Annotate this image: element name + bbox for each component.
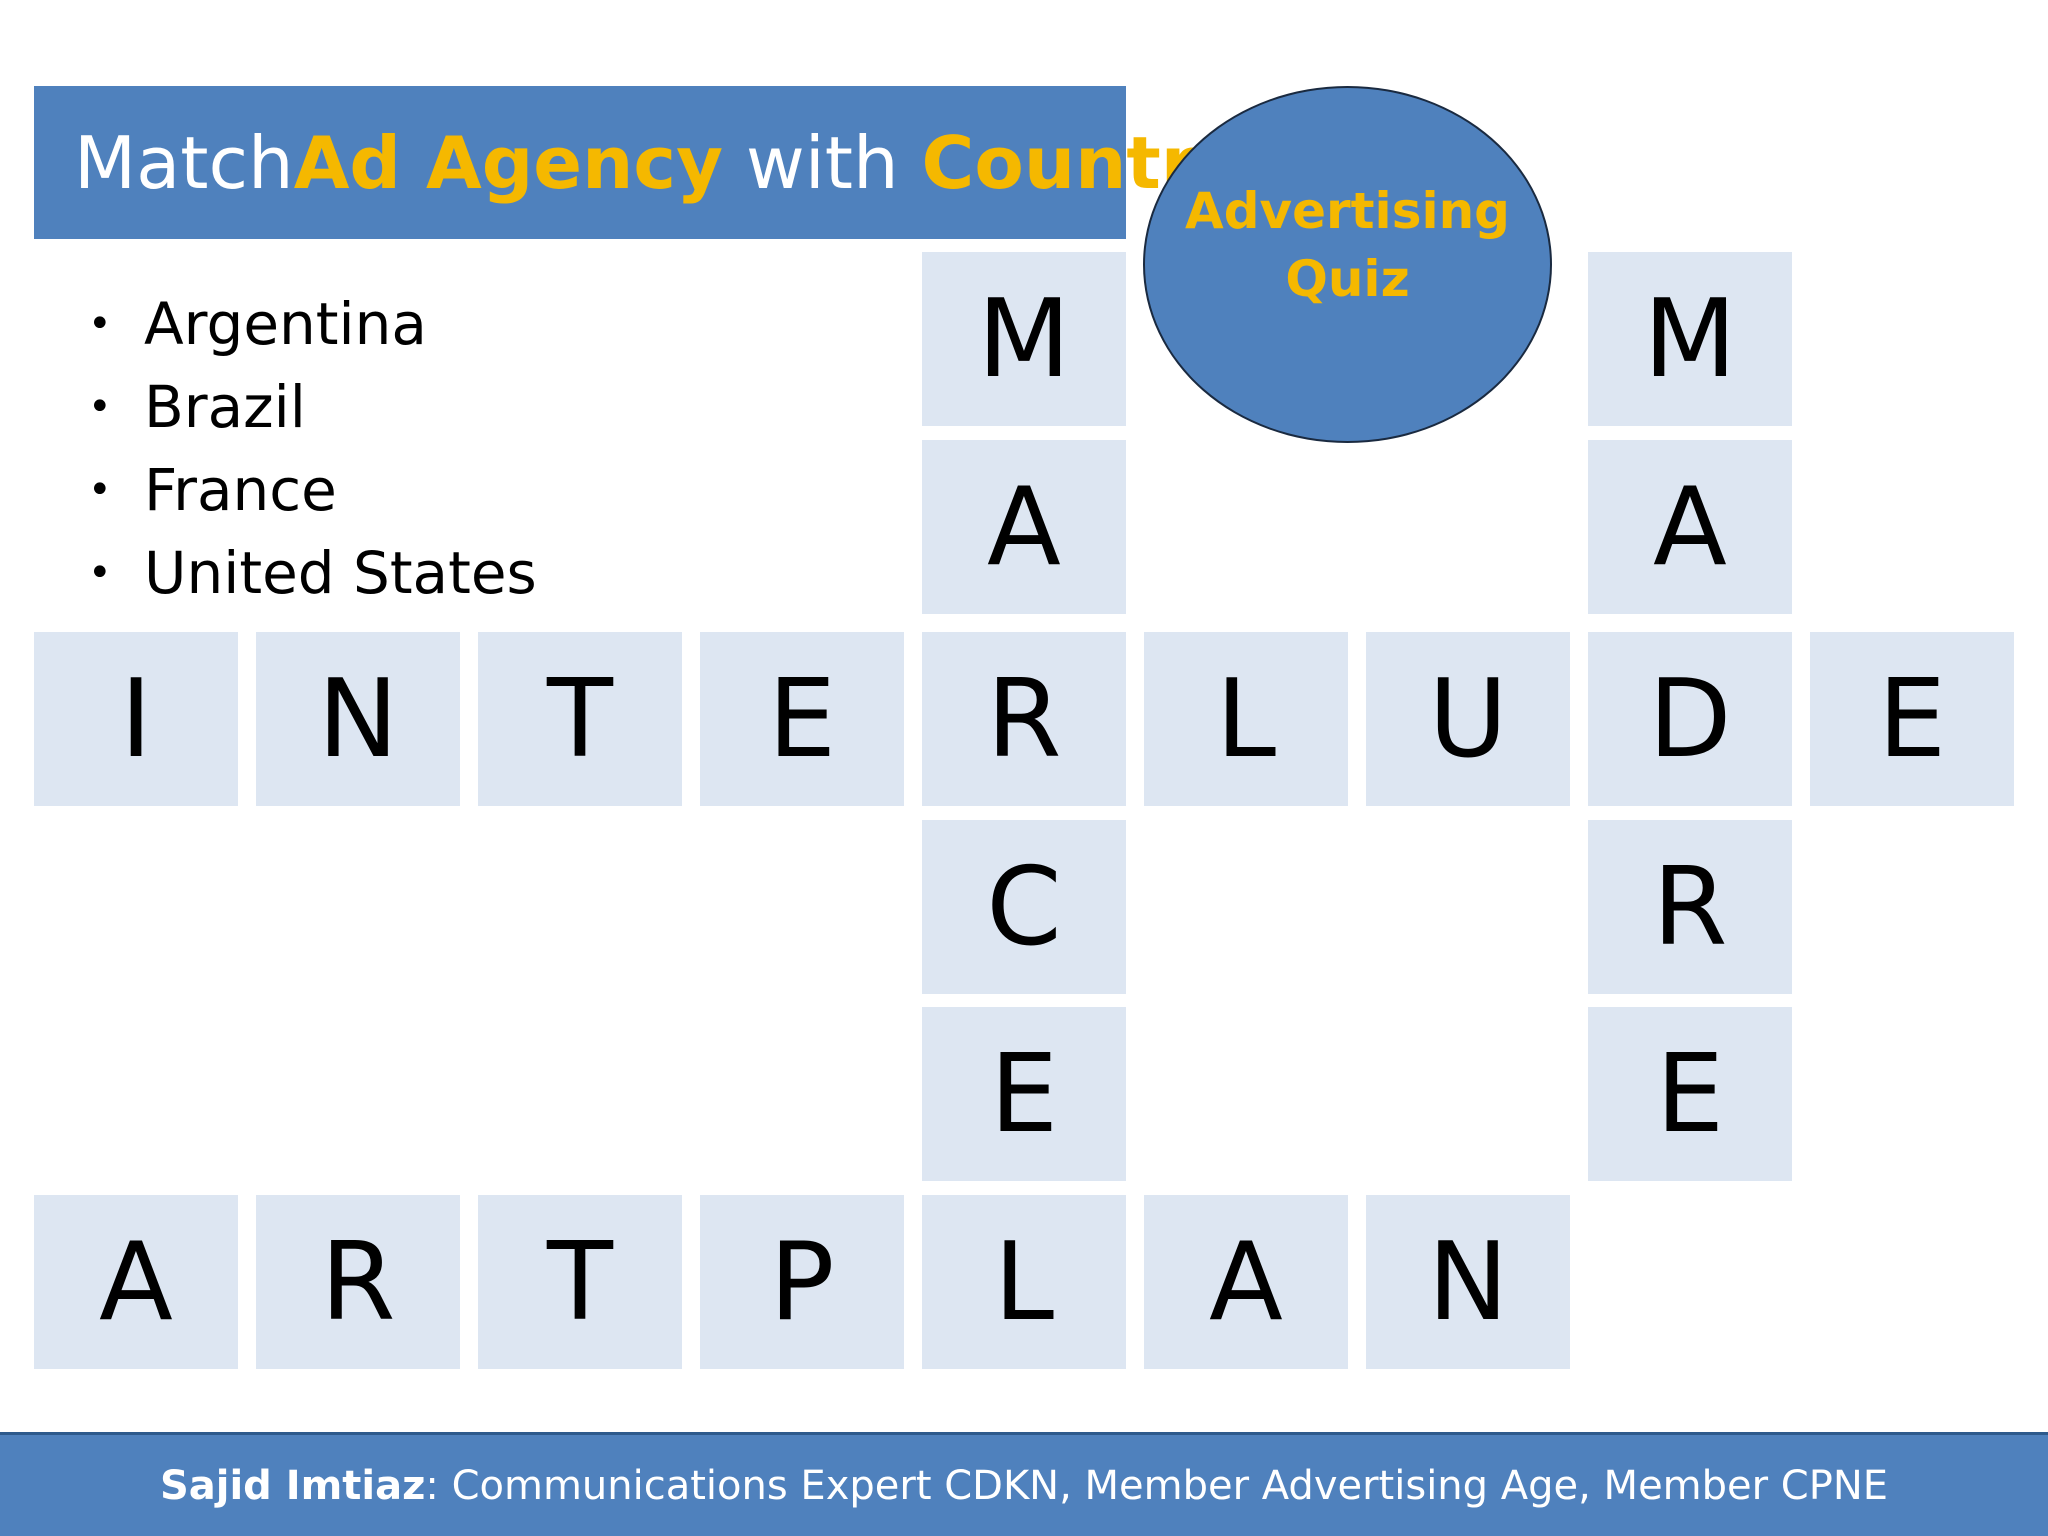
list-item: • France — [88, 455, 337, 524]
puzzle-tile: L — [1144, 632, 1348, 806]
puzzle-tile: C — [922, 820, 1126, 994]
puzzle-tile: E — [1810, 632, 2014, 806]
footer-credit: Sajid Imtiaz : Communications Expert CDK… — [0, 1432, 2048, 1536]
puzzle-tile: A — [922, 440, 1126, 614]
puzzle-tile: M — [1588, 252, 1792, 426]
bullet-icon: • — [88, 383, 112, 430]
puzzle-tile: U — [1366, 632, 1570, 806]
list-item: • Argentina — [88, 289, 427, 358]
title-highlight-agency: Ad Agency — [293, 120, 723, 205]
puzzle-tile: M — [922, 252, 1126, 426]
puzzle-tile: E — [700, 632, 904, 806]
list-item: • Brazil — [88, 372, 306, 441]
puzzle-tile: R — [256, 1195, 460, 1369]
puzzle-tile: N — [1366, 1195, 1570, 1369]
bullet-icon: • — [88, 300, 112, 347]
puzzle-tile: A — [1588, 440, 1792, 614]
country-list: • Argentina • Brazil • France • United State… — [88, 282, 537, 614]
title-text-1: Match — [74, 120, 294, 205]
puzzle-tile: P — [700, 1195, 904, 1369]
puzzle-tile: L — [922, 1195, 1126, 1369]
footer-author-name: Sajid Imtiaz — [159, 1462, 426, 1509]
puzzle-tile: A — [34, 1195, 238, 1369]
title-text-2: with — [723, 120, 922, 205]
advertising-quiz-badge: Advertising Quiz — [1143, 86, 1552, 443]
title-banner: Match Ad Agency with Country — [34, 86, 1243, 239]
puzzle-tile: A — [1144, 1195, 1348, 1369]
puzzle-tile: E — [1588, 1007, 1792, 1181]
puzzle-tile: N — [256, 632, 460, 806]
puzzle-tile: E — [922, 1007, 1126, 1181]
badge-line-1: Advertising — [1185, 181, 1510, 240]
puzzle-tile: D — [1588, 632, 1792, 806]
footer-author-details: : Communications Expert CDKN, Member Adv… — [425, 1462, 1889, 1509]
list-item: • United States — [88, 538, 537, 607]
puzzle-tile: T — [478, 1195, 682, 1369]
bullet-icon: • — [88, 466, 112, 513]
badge-line-2: Quiz — [1285, 249, 1410, 308]
bullet-icon: • — [88, 549, 112, 596]
puzzle-tile: T — [478, 632, 682, 806]
puzzle-tile: I — [34, 632, 238, 806]
puzzle-tile: R — [922, 632, 1126, 806]
puzzle-tile: R — [1588, 820, 1792, 994]
